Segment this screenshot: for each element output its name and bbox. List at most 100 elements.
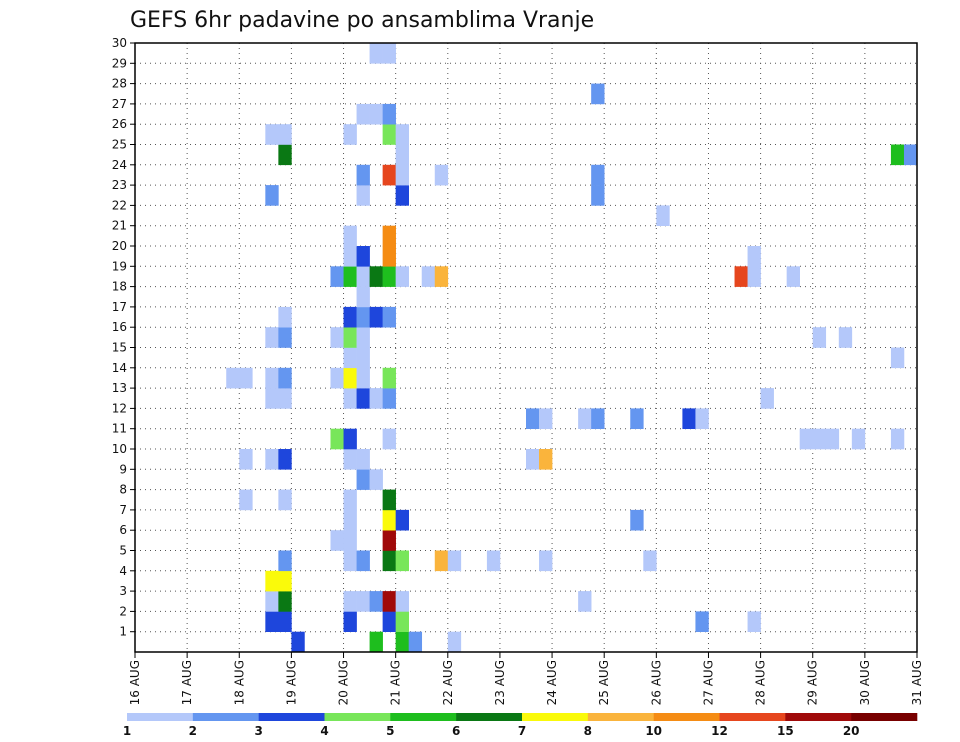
heatmap-cell [291,631,305,653]
heatmap-cell [695,408,709,429]
y-tick-label: 21 [112,219,127,233]
heatmap-cell [343,225,357,247]
heatmap-cell [382,124,396,145]
heatmap-cell [356,327,370,348]
heatmap-cell [356,246,370,267]
y-tick-label: 23 [112,178,127,192]
heatmap-cell [356,449,370,470]
y-tick-label: 22 [112,198,127,212]
x-tick-label: 20 AUG [337,660,351,705]
heatmap-cell [369,388,383,409]
colorbar-label: 10 [645,724,662,738]
heatmap-cell [486,550,501,572]
chart-title: GEFS 6hr padavine po ansamblima Vranje [130,8,594,33]
heatmap-cell [356,286,370,308]
heatmap-cell [356,469,370,490]
y-tick-label: 4 [119,564,127,578]
heatmap-cell [382,489,396,511]
heatmap-cell [382,611,396,632]
heatmap-cell [278,489,292,511]
heatmap-cell [278,449,292,470]
heatmap-cell [278,144,292,166]
heatmap-cell [539,550,553,572]
x-tick-label: 18 AUG [232,660,246,705]
heatmap-cell [382,103,396,125]
heatmap-cell [330,367,344,389]
heatmap-cell [643,550,657,572]
y-tick-label: 24 [112,158,127,172]
x-tick-label: 24 AUG [545,660,559,705]
heatmap-cell [343,509,357,531]
heatmap-cell [356,306,370,328]
heatmap-cell [343,428,357,450]
heatmap-cell [343,591,357,612]
heatmap-cell [343,550,357,572]
colorbar-label: 12 [711,724,728,738]
heatmap-cell [278,306,292,328]
heatmap-cell [278,367,292,389]
heatmap-cell [447,550,462,572]
heatmap-cell [343,266,357,287]
heatmap-cell [382,306,396,328]
heatmap-cell [265,327,279,348]
heatmap-cell [382,246,396,267]
heatmap-cell [369,469,383,490]
heatmap-cell [539,408,553,429]
y-tick-label: 18 [112,280,127,294]
heatmap-cell [382,550,396,572]
heatmap-cell [786,266,800,287]
heatmap-cell [395,509,409,531]
heatmap-cell [343,367,357,389]
colorbar-swatch [522,713,589,721]
heatmap-cell [369,591,383,612]
heatmap-cell [838,327,853,348]
heatmap-cell [330,530,344,551]
heatmap-cell [369,43,383,64]
heatmap-cell [369,103,383,125]
heatmap-cell [265,367,279,389]
heatmap-cell [656,205,670,226]
heatmap-cell [356,164,370,186]
heatmap-cell [343,246,357,267]
heatmap-cell [682,408,696,429]
x-tick-label: 28 AUG [754,660,768,705]
heatmap-cell [395,611,409,632]
heatmap-cell [760,388,774,409]
y-tick-label: 29 [112,56,127,70]
heatmap-cell [356,367,370,389]
heatmap-cell [812,428,827,450]
x-tick-label: 30 AUG [858,660,872,705]
heatmap-cells [226,43,918,653]
heatmap-cell [539,449,553,470]
colorbar-label: 15 [777,724,794,738]
heatmap-cell [278,388,292,409]
heatmap-cell [330,428,344,450]
heatmap-cell [382,225,396,247]
heatmap-cell [434,550,449,572]
colorbar-swatch [653,713,720,721]
colorbar-label: 20 [843,724,860,738]
heatmap-cell [395,266,409,287]
heatmap-cell [343,530,357,551]
heatmap-cell [265,124,279,145]
y-tick-label: 20 [112,239,127,253]
heatmap-cell [343,449,357,470]
y-tick-label: 12 [112,401,127,415]
y-tick-label: 25 [112,138,127,152]
heatmap-cell [343,327,357,348]
heatmap-cell [356,347,370,369]
heatmap-cell [578,408,592,429]
colorbar-label: 1 [123,724,131,738]
heatmap-cell [395,144,409,166]
heatmap-cell [799,428,814,450]
heatmap-cell [382,266,396,287]
heatmap-cell [695,611,709,632]
heatmap-cell [578,591,592,612]
y-tick-label: 19 [112,259,127,273]
colorbar-swatch [127,713,194,721]
heatmap-cell [369,306,383,328]
plot-grid [135,43,917,652]
heatmap-cell [630,408,644,429]
heatmap-cell [382,367,396,389]
colorbar-label: 2 [189,724,197,738]
